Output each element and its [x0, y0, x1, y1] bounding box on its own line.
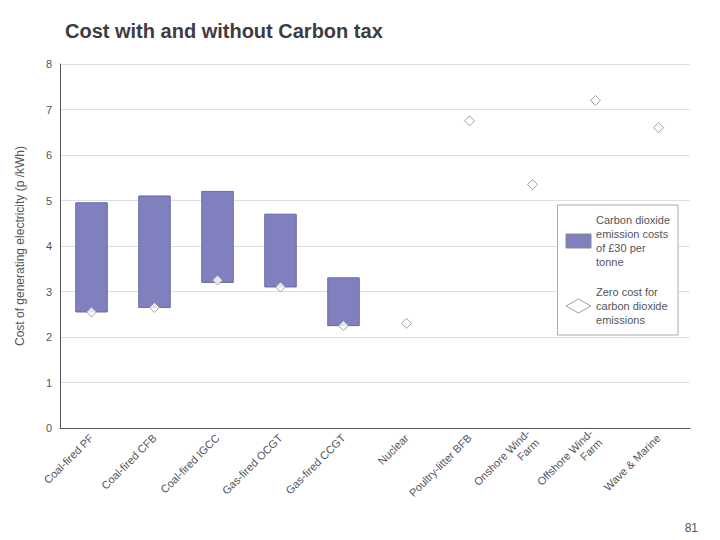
- svg-text:Onshore Wind-: Onshore Wind-: [471, 427, 533, 488]
- svg-text:Wave & Marine: Wave & Marine: [601, 432, 662, 493]
- svg-text:carbon dioxide: carbon dioxide: [596, 300, 668, 312]
- svg-text:emissions: emissions: [596, 314, 645, 326]
- svg-text:Zero cost for: Zero cost for: [596, 286, 658, 298]
- svg-text:Gas-fired OCGT: Gas-fired OCGT: [220, 432, 285, 497]
- svg-text:Coal-fired CFB: Coal-fired CFB: [99, 432, 159, 492]
- svg-text:tonne: tonne: [596, 256, 624, 268]
- svg-text:Coal-fired PF: Coal-fired PF: [41, 432, 95, 486]
- svg-text:6: 6: [46, 149, 52, 161]
- svg-text:of £30 per: of £30 per: [596, 242, 646, 254]
- svg-text:emission costs: emission costs: [596, 228, 669, 240]
- svg-text:3: 3: [46, 286, 52, 298]
- svg-text:Cost with and without Carbon t: Cost with and without Carbon tax: [65, 20, 383, 42]
- svg-text:Farm: Farm: [515, 436, 542, 463]
- svg-text:0: 0: [46, 422, 52, 434]
- svg-text:8: 8: [46, 58, 52, 70]
- svg-text:Poultry-litter BFB: Poultry-litter BFB: [407, 432, 474, 499]
- svg-text:Coal-fired IGCC: Coal-fired IGCC: [158, 432, 222, 496]
- svg-text:4: 4: [46, 240, 52, 252]
- svg-text:Gas-fired CCGT: Gas-fired CCGT: [283, 432, 348, 497]
- svg-text:Carbon dioxide: Carbon dioxide: [596, 214, 670, 226]
- svg-text:Nuclear: Nuclear: [375, 432, 410, 467]
- svg-text:Cost of generating electricity: Cost of generating electricity (p /kWh): [13, 146, 27, 346]
- svg-text:7: 7: [46, 104, 52, 116]
- svg-text:1: 1: [46, 377, 52, 389]
- svg-text:Farm: Farm: [578, 436, 605, 463]
- svg-text:Offshore Wind-: Offshore Wind-: [534, 427, 596, 488]
- svg-text:2: 2: [46, 331, 52, 343]
- svg-text:5: 5: [46, 195, 52, 207]
- svg-text:81: 81: [685, 521, 699, 535]
